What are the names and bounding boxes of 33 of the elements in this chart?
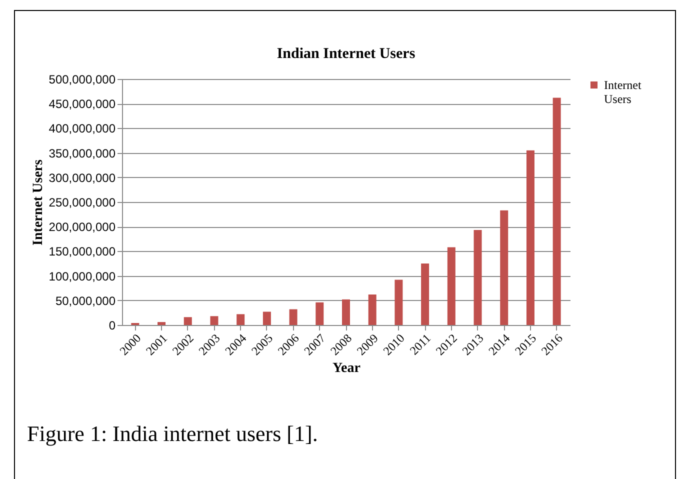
bar <box>184 317 192 325</box>
y-tick-label: 500,000,000 <box>48 72 116 86</box>
bar <box>447 247 456 325</box>
y-tick-label: 50,000,000 <box>55 294 116 308</box>
caption: Figure 1: India internet users [1]. <box>27 421 318 447</box>
y-tick-label: 450,000,000 <box>48 97 116 112</box>
bar <box>289 309 298 325</box>
bar <box>262 312 271 325</box>
bar <box>158 322 166 325</box>
y-tick-label: 250,000,000 <box>48 196 116 210</box>
bar <box>552 98 561 325</box>
y-tick-label: 200,000,000 <box>48 220 116 234</box>
bar <box>421 264 430 325</box>
bar <box>316 302 324 325</box>
y-tick-label: 0 <box>108 318 116 332</box>
legend-label: Internet Users <box>604 78 642 106</box>
bar <box>500 210 508 325</box>
bar <box>210 316 218 325</box>
bar <box>394 280 403 325</box>
bar <box>526 150 534 325</box>
x-tick-label: 2011 <box>406 331 434 358</box>
y-tick-label: 400,000,000 <box>48 122 116 136</box>
y-axis-title: Internet Users <box>30 158 46 246</box>
bar <box>368 294 376 325</box>
bar <box>342 299 350 325</box>
x-axis-title: Year <box>332 361 360 376</box>
bar <box>474 230 482 325</box>
y-tick-label: 300,000,000 <box>48 170 116 185</box>
y-tick-label: 100,000,000 <box>48 269 116 284</box>
bar <box>236 314 245 325</box>
y-tick-label: 150,000,000 <box>48 244 116 259</box>
y-tick-label: 350,000,000 <box>48 146 116 160</box>
chart-title: Indian Internet Users <box>276 46 416 62</box>
